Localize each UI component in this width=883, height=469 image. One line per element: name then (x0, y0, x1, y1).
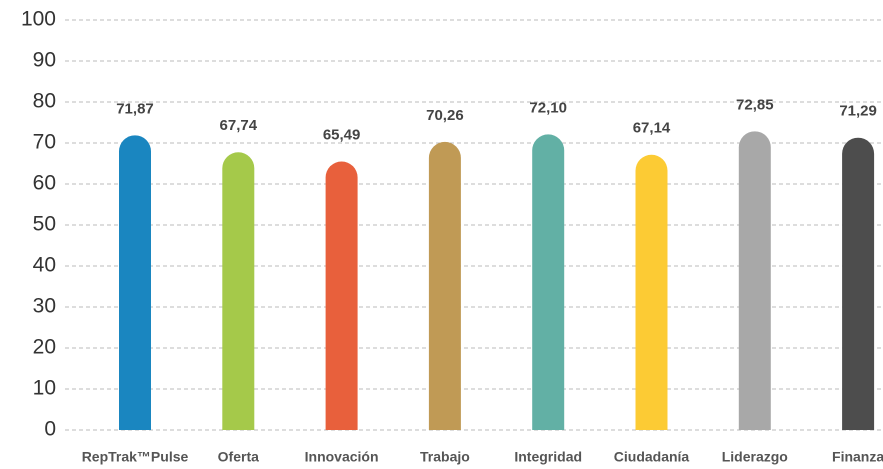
y-tick-label: 90 (33, 49, 56, 72)
bar (325, 161, 358, 430)
y-tick-label: 70 (33, 131, 56, 154)
bar (738, 131, 771, 430)
y-tick-label: 10 (33, 377, 56, 400)
y-tick-label: 30 (33, 295, 56, 318)
x-tick-label: Ciudadanía (614, 449, 690, 465)
x-tick-label: Liderazgo (722, 449, 788, 465)
value-label: 71,87 (116, 100, 154, 117)
value-label: 65,49 (323, 126, 361, 143)
bar (532, 134, 565, 430)
bar (428, 141, 461, 430)
x-tick-label: Trabajo (420, 449, 470, 465)
y-tick-label: 80 (33, 90, 56, 113)
value-label: 70,26 (426, 107, 464, 124)
value-label: 67,14 (633, 120, 671, 137)
y-tick-label: 20 (33, 336, 56, 359)
x-tick-label: Oferta (218, 449, 259, 465)
bar (222, 152, 255, 431)
bar (119, 135, 151, 430)
y-tick-label: 60 (33, 172, 56, 195)
y-tick-label: 50 (33, 213, 56, 236)
x-tick-label: RepTrak™Pulse (82, 449, 189, 465)
value-label: 71,29 (839, 103, 877, 120)
y-tick-label: 0 (44, 418, 56, 441)
bar (635, 154, 668, 430)
y-tick-label: 40 (33, 254, 56, 277)
value-label: 67,74 (220, 117, 258, 134)
x-tick-label: Finanza (832, 449, 883, 465)
x-tick-label: Integridad (514, 449, 582, 465)
value-label: 72,10 (529, 99, 567, 116)
x-tick-label: Innovación (305, 449, 379, 465)
y-tick-label: 100 (21, 8, 56, 31)
value-label: 72,85 (736, 96, 774, 113)
bar (842, 137, 875, 430)
